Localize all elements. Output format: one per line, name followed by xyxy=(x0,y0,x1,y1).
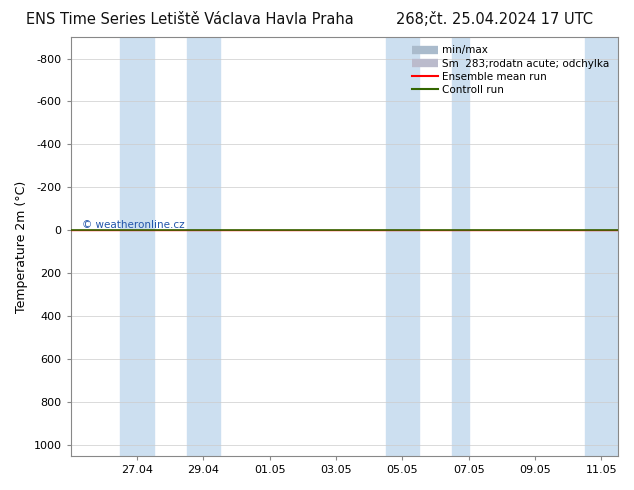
Text: ENS Time Series Letiště Václava Havla Praha: ENS Time Series Letiště Václava Havla Pr… xyxy=(27,12,354,27)
Bar xyxy=(187,37,220,456)
Y-axis label: Temperature 2m (°C): Temperature 2m (°C) xyxy=(15,180,28,313)
Text: 268;čt. 25.04.2024 17 UTC: 268;čt. 25.04.2024 17 UTC xyxy=(396,12,593,27)
Bar xyxy=(386,37,419,456)
Bar xyxy=(120,37,153,456)
Bar xyxy=(585,37,618,456)
Text: © weatheronline.cz: © weatheronline.cz xyxy=(82,220,184,230)
Legend: min/max, Sm  283;rodatn acute; odchylka, Ensemble mean run, Controll run: min/max, Sm 283;rodatn acute; odchylka, … xyxy=(409,42,613,98)
Bar xyxy=(452,37,469,456)
